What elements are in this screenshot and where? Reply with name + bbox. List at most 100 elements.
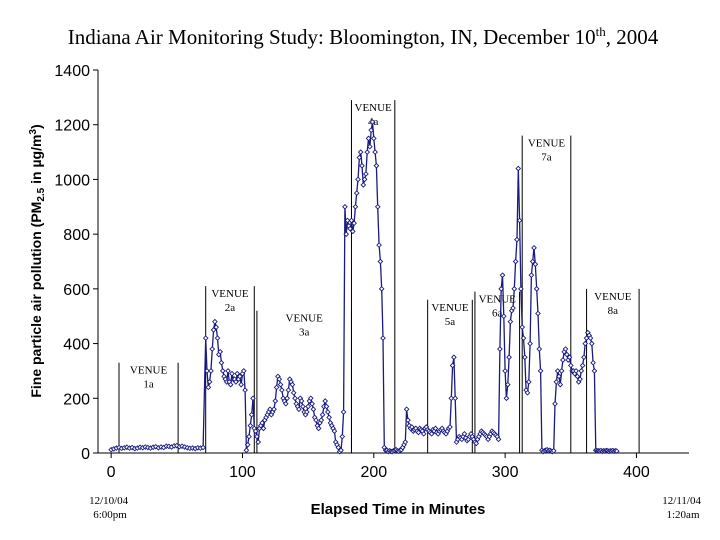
data-point bbox=[502, 368, 508, 374]
data-point bbox=[246, 433, 252, 440]
data-point bbox=[357, 149, 364, 155]
data-point bbox=[202, 335, 209, 341]
data-point bbox=[537, 368, 544, 374]
data-point bbox=[348, 217, 355, 224]
data-point bbox=[473, 440, 480, 447]
data-point bbox=[524, 389, 531, 396]
data-point bbox=[573, 368, 579, 374]
data-point bbox=[558, 368, 565, 374]
data-point bbox=[300, 403, 306, 410]
data-point bbox=[512, 258, 519, 265]
data-point bbox=[528, 272, 535, 279]
data-point bbox=[217, 348, 223, 355]
y-axis-label-tail: in µg/m bbox=[28, 135, 44, 188]
data-point bbox=[237, 373, 243, 380]
chart-title: Indiana Air Monitoring Study: Bloomingto… bbox=[68, 24, 659, 49]
data-point bbox=[533, 286, 540, 292]
data-point bbox=[402, 439, 409, 445]
data-point bbox=[248, 411, 255, 418]
data-point bbox=[613, 448, 620, 454]
data-point bbox=[322, 398, 329, 404]
data-point bbox=[556, 373, 562, 380]
data-point bbox=[380, 335, 386, 341]
data-point bbox=[582, 340, 589, 347]
data-point bbox=[498, 286, 505, 292]
data-point bbox=[567, 362, 574, 369]
data-point bbox=[506, 354, 512, 361]
data-point bbox=[303, 409, 310, 415]
y-tick-label: 0 bbox=[81, 446, 90, 463]
data-point bbox=[518, 286, 524, 292]
data-point bbox=[536, 346, 543, 352]
data-point bbox=[452, 395, 459, 402]
data-point bbox=[282, 400, 289, 407]
data-point bbox=[525, 379, 532, 385]
data-point bbox=[531, 244, 537, 251]
start-clock: 6:00pm bbox=[93, 509, 127, 521]
venue-label-1: VENUE bbox=[130, 365, 168, 377]
data-point bbox=[307, 395, 314, 402]
data-point bbox=[367, 143, 373, 150]
venue-id-6: 6a bbox=[492, 308, 503, 320]
data-point bbox=[342, 203, 348, 210]
data-point bbox=[587, 335, 594, 341]
data-point bbox=[378, 286, 385, 292]
start-date: 12/10/04 bbox=[89, 495, 129, 507]
data-point bbox=[206, 379, 213, 385]
data-point bbox=[516, 217, 523, 224]
data-point bbox=[279, 387, 285, 393]
data-point bbox=[259, 420, 266, 426]
data-point bbox=[527, 340, 533, 347]
data-point bbox=[276, 376, 283, 382]
data-point bbox=[448, 395, 455, 402]
data-point bbox=[495, 436, 502, 443]
data-point bbox=[550, 447, 557, 454]
data-point bbox=[218, 359, 225, 366]
data-point bbox=[340, 409, 347, 415]
venue-label-8: VENUE bbox=[594, 291, 632, 303]
data-point bbox=[415, 429, 422, 436]
data-point bbox=[305, 403, 311, 410]
data-point bbox=[511, 286, 518, 292]
data-point bbox=[514, 236, 520, 243]
y-tick-label: 200 bbox=[63, 391, 90, 408]
venue-label-7: VENUE bbox=[528, 138, 566, 150]
venue-id-1: 1a bbox=[143, 379, 154, 391]
data-point bbox=[347, 225, 353, 232]
end-time-label: 12/11/04 1:20am bbox=[662, 495, 703, 521]
data-point bbox=[277, 381, 284, 388]
data-point bbox=[503, 395, 510, 402]
venue-id-7: 7a bbox=[541, 152, 552, 164]
data-point bbox=[351, 220, 357, 227]
data-point bbox=[205, 384, 212, 391]
y-tick-label: 1000 bbox=[54, 172, 90, 189]
data-point bbox=[369, 119, 376, 125]
data-point bbox=[285, 387, 292, 393]
data-point bbox=[529, 258, 536, 265]
data-point bbox=[310, 406, 317, 413]
data-point bbox=[200, 444, 206, 451]
data-point bbox=[449, 362, 456, 369]
data-point bbox=[324, 409, 331, 415]
data-point bbox=[581, 354, 587, 361]
data-point bbox=[208, 368, 214, 374]
data-point bbox=[520, 335, 527, 341]
data-point bbox=[577, 376, 583, 382]
data-point bbox=[352, 203, 359, 210]
data-point bbox=[497, 346, 503, 352]
y-tick-label: 1400 bbox=[54, 63, 90, 80]
data-point bbox=[273, 384, 280, 391]
venue-label-2: VENUE bbox=[211, 288, 249, 300]
data-point bbox=[519, 324, 526, 330]
data-point bbox=[432, 425, 439, 432]
y-axis-label-main: Fine particle air pollution (PM bbox=[28, 202, 44, 398]
data-point bbox=[313, 417, 319, 424]
data-point bbox=[243, 447, 250, 454]
data-point bbox=[315, 425, 322, 432]
x-tick-label: 300 bbox=[492, 464, 519, 481]
venue-label-6: VENUE bbox=[479, 294, 517, 306]
data-point bbox=[447, 424, 453, 430]
data-point bbox=[359, 162, 365, 169]
data-point bbox=[370, 135, 377, 142]
y-axis-label-close: ) bbox=[28, 124, 44, 129]
